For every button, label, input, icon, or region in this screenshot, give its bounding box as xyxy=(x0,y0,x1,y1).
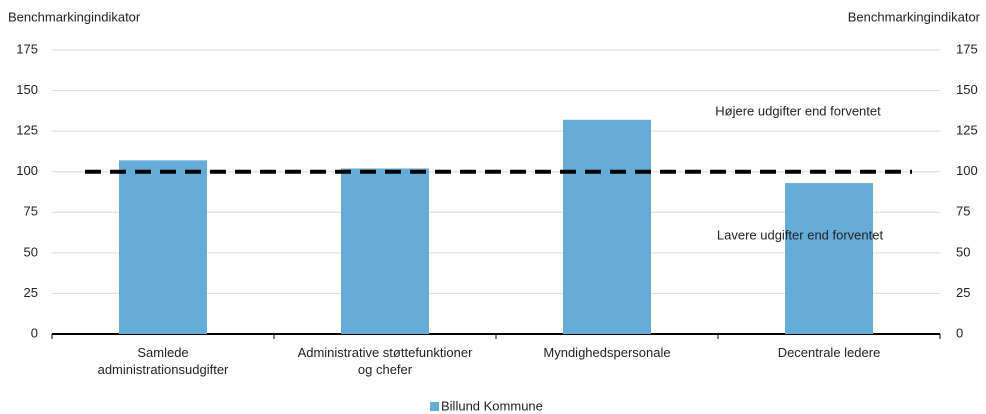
bar xyxy=(341,168,429,334)
y-tick-label: 150 xyxy=(16,82,38,97)
x-tick-label: Samlede administrationsudgifter xyxy=(98,345,229,377)
bar xyxy=(119,160,207,334)
y2-tick-label: 25 xyxy=(956,285,970,300)
y-tick-label: 175 xyxy=(16,41,38,56)
x-tick-label: Administrative støttefunktioner og chefer xyxy=(298,345,474,377)
y-tick-label: 100 xyxy=(16,163,38,178)
y2-tick-label: 125 xyxy=(956,123,978,138)
annotation: Lavere udgifter end forventet xyxy=(717,227,884,242)
y2-tick-label: 75 xyxy=(956,204,970,219)
y-axis-label: Benchmarkingindikator xyxy=(8,9,141,24)
y2-axis-label: Benchmarkingindikator xyxy=(848,9,981,24)
y-tick-label: 75 xyxy=(24,204,38,219)
annotation: Højere udgifter end forventet xyxy=(715,103,881,118)
y2-tick-label: 150 xyxy=(956,82,978,97)
y2-tick-label: 100 xyxy=(956,163,978,178)
y-tick-label: 0 xyxy=(31,325,38,340)
y2-tick-label: 50 xyxy=(956,244,970,259)
legend-label: Billund Kommune xyxy=(441,398,543,413)
x-tick-label: Decentrale ledere xyxy=(778,345,881,360)
bar xyxy=(563,119,651,334)
x-tick-label: Myndighedspersonale xyxy=(543,345,670,360)
y-tick-label: 25 xyxy=(24,285,38,300)
y-tick-label: 50 xyxy=(24,244,38,259)
legend-swatch xyxy=(430,402,439,411)
y2-tick-label: 0 xyxy=(956,325,963,340)
y2-tick-label: 175 xyxy=(956,41,978,56)
y-tick-label: 125 xyxy=(16,123,38,138)
bar xyxy=(785,183,873,334)
